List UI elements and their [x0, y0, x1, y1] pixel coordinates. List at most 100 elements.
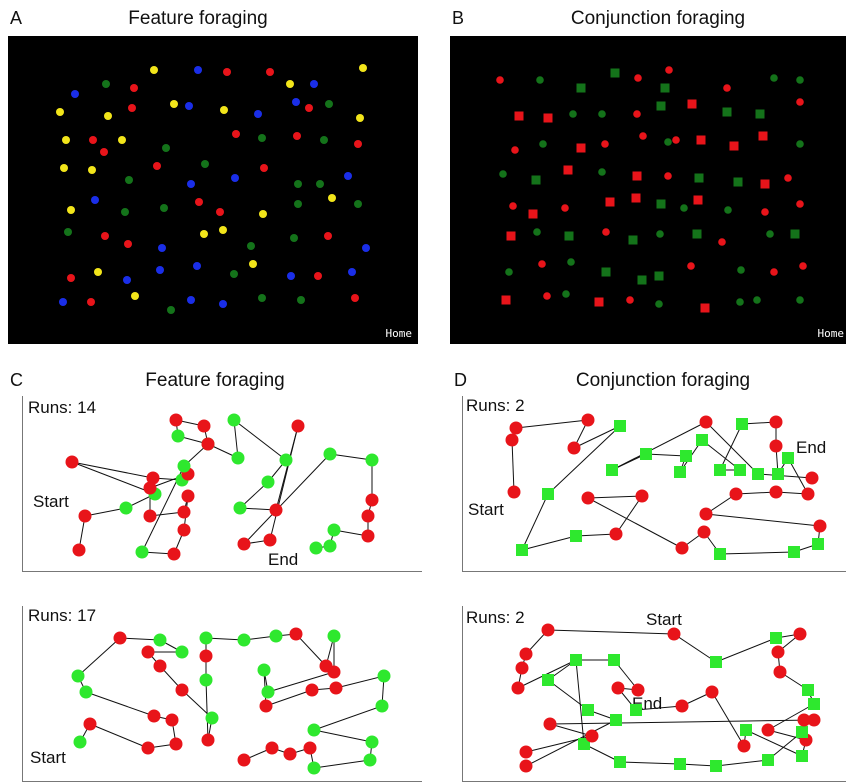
red-dot — [543, 292, 551, 300]
green-dot — [121, 208, 129, 216]
conjunction-path-trial-1 — [462, 396, 846, 572]
red-square — [594, 297, 604, 307]
green-dot — [125, 176, 133, 184]
green-dot — [737, 266, 745, 274]
red-dot — [293, 132, 301, 140]
yellow-dot — [131, 292, 139, 300]
green-square — [692, 229, 702, 239]
red-square — [687, 99, 697, 109]
red-square — [506, 231, 516, 241]
blue-dot — [287, 272, 295, 280]
red-square — [514, 111, 524, 121]
blue-dot — [156, 266, 164, 274]
red-dot — [561, 204, 569, 212]
green-dot — [325, 100, 333, 108]
yellow-dot — [200, 230, 208, 238]
home-button[interactable]: Home — [817, 327, 845, 340]
panel-b-title: Conjunction foraging — [570, 8, 746, 29]
blue-dot — [292, 98, 300, 106]
red-square — [501, 295, 511, 305]
blue-dot — [59, 298, 67, 306]
yellow-dot — [359, 64, 367, 72]
green-square — [576, 83, 586, 93]
blue-dot — [91, 196, 99, 204]
yellow-dot — [67, 206, 75, 214]
green-square — [601, 267, 611, 277]
blue-dot — [185, 102, 193, 110]
red-dot — [634, 74, 642, 82]
green-dot — [664, 138, 672, 146]
blue-dot — [219, 300, 227, 308]
red-dot — [223, 68, 231, 76]
green-square — [694, 173, 704, 183]
red-dot — [761, 208, 769, 216]
green-dot — [258, 134, 266, 142]
red-dot — [601, 140, 609, 148]
red-dot — [87, 298, 95, 306]
red-dot — [723, 84, 731, 92]
red-dot — [770, 268, 778, 276]
yellow-dot — [219, 226, 227, 234]
feature-search-display: Home — [8, 36, 418, 344]
feature-display-items — [56, 64, 370, 314]
blue-dot — [187, 180, 195, 188]
yellow-dot — [56, 108, 64, 116]
green-dot — [796, 296, 804, 304]
blue-dot — [254, 110, 262, 118]
blue-dot — [187, 296, 195, 304]
blue-dot — [348, 268, 356, 276]
green-dot — [533, 228, 541, 236]
runs-count: Runs: 17 — [28, 606, 97, 625]
yellow-dot — [60, 164, 68, 172]
runs-count: Runs: 2 — [466, 396, 525, 415]
red-dot — [639, 132, 647, 140]
red-dot — [799, 262, 807, 270]
green-dot — [680, 204, 688, 212]
red-dot — [128, 104, 136, 112]
green-dot — [536, 76, 544, 84]
red-square — [729, 141, 739, 151]
green-dot — [102, 80, 110, 88]
green-square — [755, 109, 765, 119]
red-square — [760, 179, 770, 189]
red-dot — [324, 232, 332, 240]
green-dot — [167, 306, 175, 314]
red-square — [576, 143, 586, 153]
feature-path-trial-1 — [22, 396, 422, 572]
green-dot — [505, 268, 513, 276]
red-dot — [796, 200, 804, 208]
green-dot — [539, 140, 547, 148]
start-label: Start — [646, 610, 682, 629]
red-dot — [602, 228, 610, 236]
red-dot — [101, 232, 109, 240]
green-square — [790, 229, 800, 239]
red-square — [696, 135, 706, 145]
home-button[interactable]: Home — [385, 327, 413, 340]
red-dot — [153, 162, 161, 170]
yellow-dot — [328, 194, 336, 202]
green-dot — [499, 170, 507, 178]
end-label: End — [632, 694, 663, 713]
red-dot — [314, 272, 322, 280]
green-dot — [294, 200, 302, 208]
green-dot — [753, 296, 761, 304]
green-square — [637, 275, 647, 285]
red-dot — [796, 98, 804, 106]
yellow-dot — [62, 136, 70, 144]
panel-letter-b: B — [452, 8, 465, 28]
panel-a-title: Feature foraging — [128, 8, 268, 29]
red-dot — [124, 240, 132, 248]
green-dot — [567, 258, 575, 266]
yellow-dot — [150, 66, 158, 74]
red-dot — [100, 148, 108, 156]
yellow-dot — [94, 268, 102, 276]
red-dot — [664, 172, 672, 180]
red-dot — [130, 84, 138, 92]
green-dot — [290, 234, 298, 242]
green-square — [628, 235, 638, 245]
red-square — [631, 193, 641, 203]
runs-count: Runs: 2 — [466, 608, 525, 627]
blue-dot — [362, 244, 370, 252]
green-dot — [297, 296, 305, 304]
blue-dot — [310, 80, 318, 88]
